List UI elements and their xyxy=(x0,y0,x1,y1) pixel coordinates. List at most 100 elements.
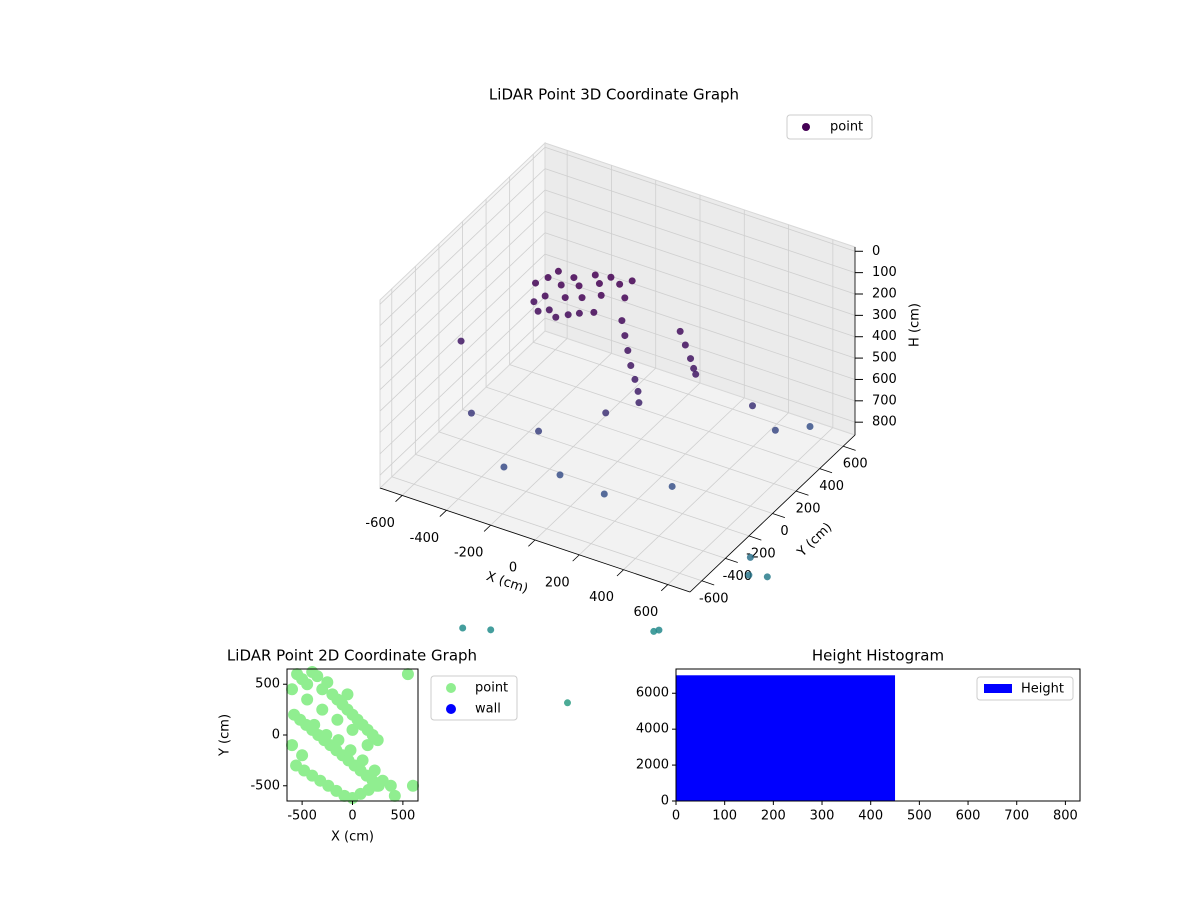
grid-line xyxy=(485,386,797,492)
x-tick-label: -400 xyxy=(410,531,440,546)
point xyxy=(676,327,684,335)
point xyxy=(692,370,700,378)
point xyxy=(600,490,608,498)
z-tick-label: 200 xyxy=(872,287,897,302)
point xyxy=(690,364,698,372)
chart-title: LiDAR Point 3D Coordinate Graph xyxy=(489,86,739,104)
point xyxy=(578,294,586,302)
grid-line xyxy=(379,296,546,455)
grid-line xyxy=(391,476,702,582)
z-axis-label: H (cm) xyxy=(908,303,923,347)
point xyxy=(331,713,344,726)
point xyxy=(346,723,359,736)
y-tick-label: 0 xyxy=(661,794,669,809)
x-axis-label: X (cm) xyxy=(331,830,374,845)
tick-mark xyxy=(748,535,762,541)
z-tick-label: 700 xyxy=(872,393,897,408)
point xyxy=(590,308,598,316)
chart-title: LiDAR Point 2D Coordinate Graph xyxy=(227,647,477,665)
point xyxy=(552,313,560,321)
x-tick-label: 100 xyxy=(712,809,737,824)
y-tick-label: -500 xyxy=(250,778,280,793)
point xyxy=(530,298,538,306)
grid-line xyxy=(462,409,773,514)
grid-line xyxy=(544,210,856,316)
tick-mark xyxy=(483,524,491,532)
point xyxy=(595,280,603,288)
grid-line xyxy=(544,275,856,380)
point xyxy=(668,482,676,490)
x-tick-label: 600 xyxy=(633,605,658,620)
point xyxy=(570,274,578,282)
point xyxy=(371,734,384,747)
point xyxy=(631,375,639,383)
grid-line xyxy=(379,253,546,412)
legend-label: wall xyxy=(475,702,501,717)
point xyxy=(634,387,642,395)
point xyxy=(602,409,610,417)
x-tick-label: -600 xyxy=(365,516,395,531)
y-tick-label: 500 xyxy=(255,677,280,692)
point xyxy=(621,332,629,340)
grid-line xyxy=(379,189,546,348)
point xyxy=(384,779,397,792)
point xyxy=(561,294,569,302)
point xyxy=(628,277,636,285)
legend-marker xyxy=(446,683,456,693)
point xyxy=(806,423,814,431)
point xyxy=(301,678,314,691)
y-tick-label: 6000 xyxy=(636,686,669,701)
point xyxy=(535,427,543,435)
point xyxy=(457,337,465,345)
point xyxy=(618,317,626,325)
legend-marker xyxy=(446,704,456,714)
point xyxy=(681,341,689,349)
tick-mark xyxy=(725,557,738,563)
point xyxy=(650,627,658,635)
grid-line xyxy=(379,317,546,476)
tick-mark xyxy=(660,584,669,592)
point xyxy=(575,282,583,290)
grid-line xyxy=(544,146,856,252)
point xyxy=(311,670,324,683)
z-tick-label: 100 xyxy=(872,265,897,280)
z-tick-label: 500 xyxy=(872,351,897,366)
point xyxy=(332,734,345,747)
point xyxy=(467,409,475,417)
legend-label: Height xyxy=(1021,682,1064,697)
point xyxy=(541,292,549,300)
grid-line xyxy=(379,146,546,305)
x-tick-label: 200 xyxy=(761,809,786,824)
tick-mark xyxy=(395,495,403,502)
z-tick-label: 300 xyxy=(872,308,897,323)
point xyxy=(388,789,401,802)
grid-line xyxy=(379,211,546,369)
x-tick-label: 500 xyxy=(390,809,415,824)
grid-line xyxy=(438,431,750,537)
tick-mark xyxy=(616,569,624,577)
legend-label: point xyxy=(475,681,508,696)
legend-box xyxy=(786,114,873,140)
point xyxy=(771,426,779,434)
point xyxy=(554,267,562,275)
tick-mark xyxy=(528,539,536,547)
tick-mark xyxy=(572,554,580,562)
tick-mark xyxy=(843,445,856,451)
point xyxy=(341,688,354,701)
plot-frame xyxy=(675,668,1081,802)
point xyxy=(621,294,629,302)
point xyxy=(487,626,495,634)
point xyxy=(597,291,605,299)
grid-line xyxy=(544,232,856,338)
legend-box xyxy=(976,676,1074,701)
x-tick-label: 400 xyxy=(589,590,614,605)
point xyxy=(532,279,540,287)
point xyxy=(616,280,624,288)
point xyxy=(534,307,542,315)
point xyxy=(321,676,334,689)
y-tick-label: 2000 xyxy=(636,758,669,773)
point xyxy=(763,573,771,581)
z-tick-label: 0 xyxy=(872,244,880,259)
legend-label: point xyxy=(830,120,863,135)
